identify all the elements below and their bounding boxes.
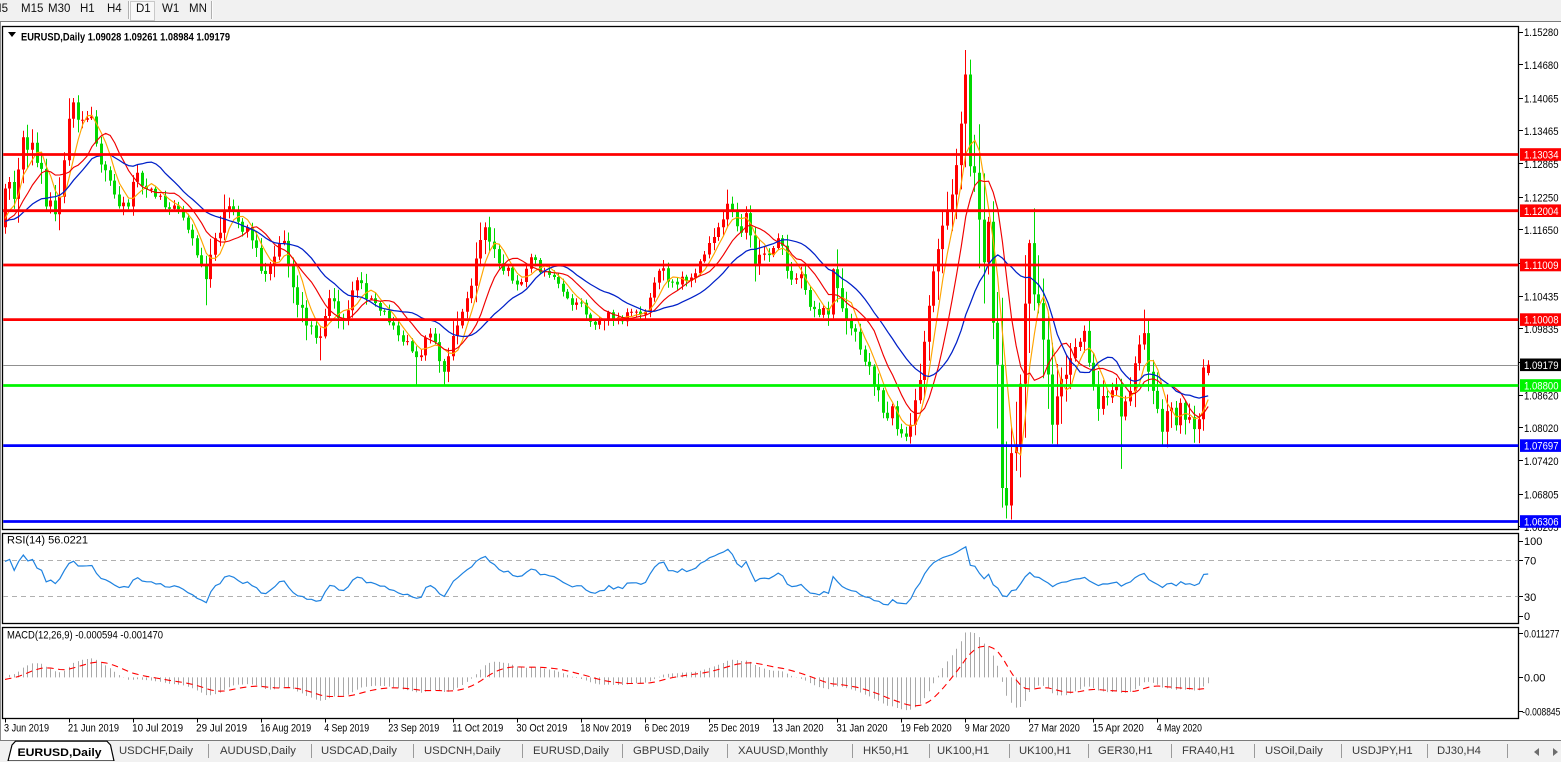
svg-text:4 Sep 2019: 4 Sep 2019 bbox=[324, 723, 369, 735]
svg-text:15 Apr 2020: 15 Apr 2020 bbox=[1093, 723, 1144, 735]
svg-text:1.09179: 1.09179 bbox=[1524, 360, 1559, 372]
svg-text:1.10435: 1.10435 bbox=[1524, 291, 1559, 303]
svg-text:1.14065: 1.14065 bbox=[1524, 93, 1559, 105]
svg-text:9 Mar 2020: 9 Mar 2020 bbox=[965, 723, 1010, 735]
svg-text:0.00: 0.00 bbox=[1524, 673, 1545, 685]
svg-text:EURUSD,Daily 1.09028 1.09261: EURUSD,Daily 1.09028 1.09261 1.08984 1.0… bbox=[21, 32, 230, 44]
svg-text:25 Dec 2019: 25 Dec 2019 bbox=[709, 723, 760, 735]
svg-text:-0.008845: -0.008845 bbox=[1522, 707, 1560, 719]
svg-text:1.14680: 1.14680 bbox=[1524, 60, 1559, 72]
svg-text:RSI(14) 56.0221: RSI(14) 56.0221 bbox=[7, 535, 88, 547]
svg-text:4 May 2020: 4 May 2020 bbox=[1157, 723, 1202, 735]
svg-text:1.08800: 1.08800 bbox=[1524, 381, 1559, 393]
svg-text:16 Aug 2019: 16 Aug 2019 bbox=[260, 723, 311, 735]
svg-text:1.12250: 1.12250 bbox=[1524, 192, 1559, 204]
svg-text:100: 100 bbox=[1524, 536, 1542, 548]
svg-text:1.11009: 1.11009 bbox=[1524, 260, 1559, 272]
svg-text:18 Nov 2019: 18 Nov 2019 bbox=[580, 723, 631, 735]
svg-text:1.13465: 1.13465 bbox=[1524, 126, 1559, 138]
svg-text:1.10008: 1.10008 bbox=[1524, 315, 1559, 327]
svg-text:6 Dec 2019: 6 Dec 2019 bbox=[645, 723, 690, 735]
svg-text:1.07420: 1.07420 bbox=[1524, 456, 1559, 468]
svg-text:1.08020: 1.08020 bbox=[1524, 423, 1559, 435]
svg-text:11 Oct 2019: 11 Oct 2019 bbox=[452, 723, 503, 735]
svg-text:13 Jan 2020: 13 Jan 2020 bbox=[773, 723, 824, 735]
svg-text:21 Jun 2019: 21 Jun 2019 bbox=[68, 723, 119, 735]
svg-text:0: 0 bbox=[1524, 611, 1530, 623]
svg-text:1.09835: 1.09835 bbox=[1524, 324, 1559, 336]
svg-text:1.06306: 1.06306 bbox=[1524, 517, 1559, 529]
svg-text:1.11650: 1.11650 bbox=[1524, 225, 1559, 237]
svg-text:1.08620: 1.08620 bbox=[1524, 390, 1559, 402]
svg-text:EURUSD,Daily: EURUSD,Daily bbox=[18, 747, 103, 759]
svg-text:1.07697: 1.07697 bbox=[1524, 441, 1559, 453]
svg-text:3 Jun 2019: 3 Jun 2019 bbox=[4, 723, 49, 735]
svg-text:1.13034: 1.13034 bbox=[1524, 150, 1559, 162]
svg-text:70: 70 bbox=[1524, 555, 1536, 567]
svg-text:1.12865: 1.12865 bbox=[1524, 159, 1559, 171]
svg-text:30: 30 bbox=[1524, 592, 1536, 604]
svg-text:27 Mar 2020: 27 Mar 2020 bbox=[1029, 723, 1080, 735]
svg-text:1.06805: 1.06805 bbox=[1524, 489, 1559, 501]
svg-text:MACD(12,26,9) -0.000594 -0.001: MACD(12,26,9) -0.000594 -0.001470 bbox=[7, 630, 163, 642]
svg-text:23 Sep 2019: 23 Sep 2019 bbox=[388, 723, 439, 735]
svg-text:29 Jul 2019: 29 Jul 2019 bbox=[196, 723, 247, 735]
svg-text:1.12004: 1.12004 bbox=[1524, 206, 1559, 218]
svg-text:0.011277: 0.011277 bbox=[1524, 628, 1560, 640]
svg-text:1.15280: 1.15280 bbox=[1524, 27, 1559, 39]
svg-text:30 Oct 2019: 30 Oct 2019 bbox=[516, 723, 567, 735]
svg-text:10 Jul 2019: 10 Jul 2019 bbox=[132, 723, 183, 735]
svg-text:31 Jan 2020: 31 Jan 2020 bbox=[837, 723, 888, 735]
svg-text:19 Feb 2020: 19 Feb 2020 bbox=[901, 723, 952, 735]
